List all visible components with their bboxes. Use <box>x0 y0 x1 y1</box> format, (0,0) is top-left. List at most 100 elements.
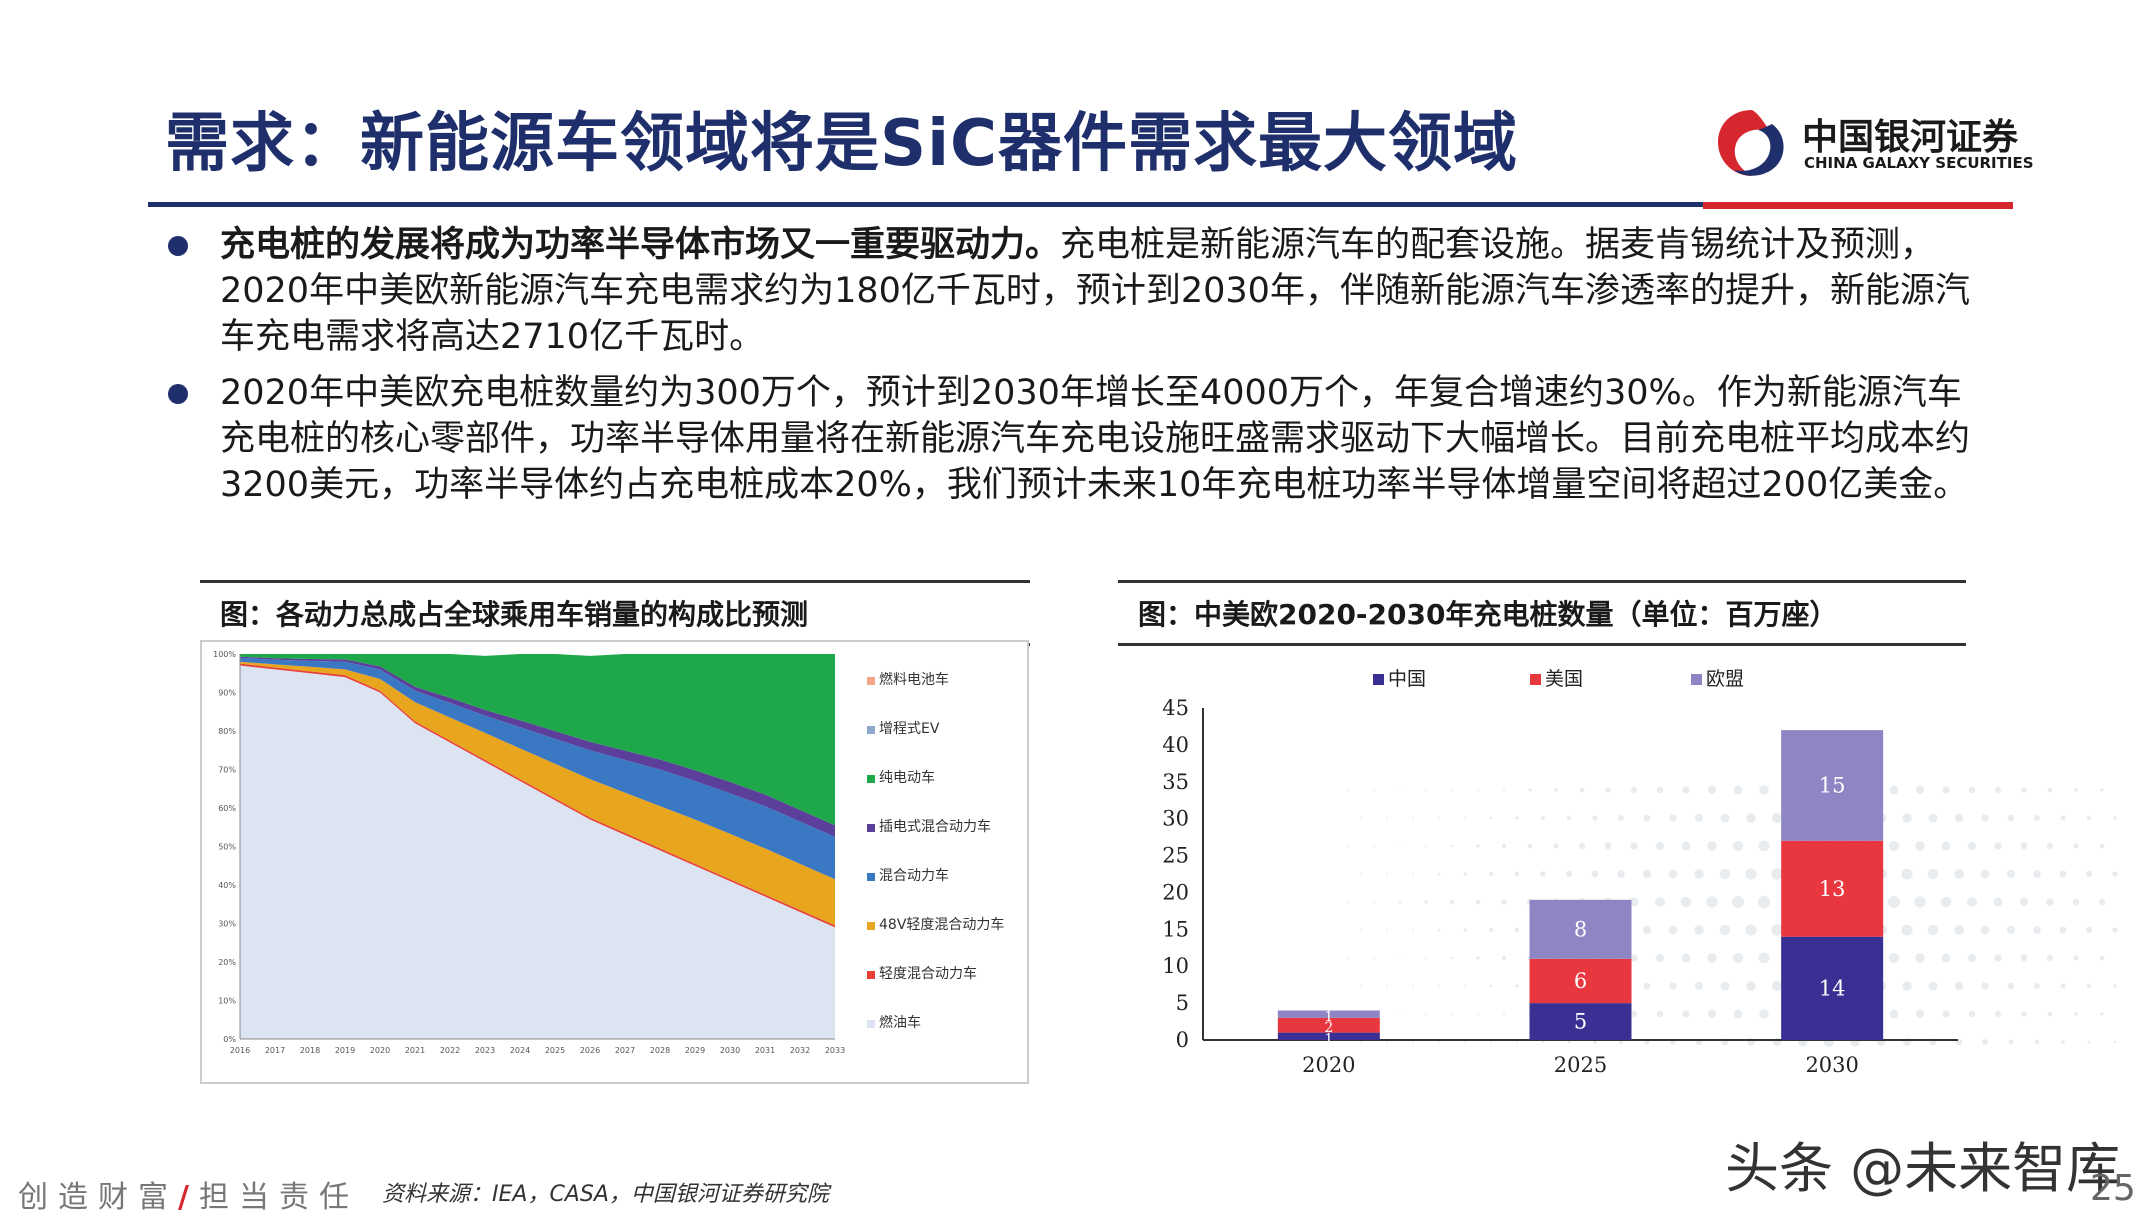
background-dot <box>1437 872 1441 876</box>
background-dot <box>1980 925 1990 935</box>
background-dot <box>2046 842 2054 850</box>
background-dot <box>2074 788 2078 792</box>
background-dot <box>1758 952 1770 964</box>
page-number: 25 <box>2090 1168 2136 1209</box>
background-dot <box>1901 924 1913 936</box>
bullet-text: 充电桩是新能源汽车的配套设施。据麦肯锡统计及预测，2020年中美欧新能源汽车充电… <box>220 225 1970 357</box>
y-tick-label: 60% <box>218 804 236 813</box>
legend-swatch <box>867 1020 875 1028</box>
legend-swatch <box>867 971 875 979</box>
background-dot <box>1706 896 1718 908</box>
logo-name-cn: 中国银河证券 <box>1802 117 2019 158</box>
background-dot <box>1438 985 1440 987</box>
area-series <box>240 654 835 826</box>
background-dot <box>1617 870 1625 878</box>
legend-label: 燃料电池车 <box>879 671 949 688</box>
background-dot <box>2086 983 2092 989</box>
bullet-list: 充电桩的发展将成为功率半导体市场又一重要驱动力。充电桩是新能源汽车的配套设施。据… <box>165 222 1995 518</box>
background-dot <box>2086 815 2092 821</box>
background-dot <box>1347 845 1349 847</box>
background-dot <box>1694 925 1704 935</box>
bullet-text: 2020年中美欧充电桩数量约为300万个，预计到2030年增长至4000万个，年… <box>220 373 1971 505</box>
bar-value-label: 8 <box>1574 917 1587 941</box>
background-dot <box>1373 845 1375 847</box>
background-dot <box>1732 840 1744 852</box>
x-tick-label: 2019 <box>335 1046 355 1055</box>
background-dot <box>1655 897 1665 907</box>
background-dot <box>2060 815 2066 821</box>
legend-label: 增程式EV <box>879 721 940 737</box>
background-dot <box>1591 870 1599 878</box>
background-dot <box>2112 871 2118 877</box>
background-dot <box>2113 816 2117 820</box>
background-dot <box>1941 953 1951 963</box>
background-dot <box>1605 787 1611 793</box>
background-dot <box>1347 957 1349 959</box>
background-dot <box>1682 1010 1690 1018</box>
background-dot <box>1720 813 1730 823</box>
y-tick-label: 40 <box>1162 733 1189 757</box>
background-dot <box>1746 813 1756 823</box>
background-dot <box>1643 814 1651 822</box>
background-dot <box>1541 1040 1545 1044</box>
y-tick-label: 10 <box>1162 954 1189 978</box>
background-dot <box>1360 985 1362 987</box>
background-dot <box>1631 1011 1637 1017</box>
background-dot <box>1656 786 1664 794</box>
background-dot <box>1425 789 1427 791</box>
background-dot <box>1916 786 1924 794</box>
background-dot <box>1681 953 1691 963</box>
legend-label: 燃油车 <box>879 1014 921 1031</box>
background-dot <box>1398 900 1402 904</box>
background-dot <box>1450 956 1454 960</box>
background-dot <box>1927 924 1939 936</box>
x-tick-label: 2020 <box>1302 1053 1355 1077</box>
left-chart-title: 图：各动力总成占全球乘用车销量的构成比预测 <box>200 580 1030 646</box>
background-dot <box>2098 898 2106 906</box>
background-dot <box>1412 873 1414 875</box>
y-tick-label: 15 <box>1162 917 1189 941</box>
galaxy-logo-icon <box>1718 110 1784 176</box>
background-dot <box>1386 929 1388 931</box>
background-dot <box>2019 897 2029 907</box>
background-dot <box>1566 815 1572 821</box>
background-dot <box>1412 929 1414 931</box>
background-dot <box>1733 1009 1743 1019</box>
background-dot <box>1915 953 1925 963</box>
background-dot <box>1488 871 1494 877</box>
background-dot <box>1604 842 1612 850</box>
background-dot <box>1475 899 1481 905</box>
background-dot <box>1516 1041 1518 1043</box>
background-dot <box>1399 845 1401 847</box>
background-dot <box>1707 953 1717 963</box>
legend-label: 欧盟 <box>1706 668 1744 690</box>
background-dot <box>2059 870 2067 878</box>
background-dot <box>1968 1010 1976 1018</box>
bar-value-label: 14 <box>1819 976 1846 1000</box>
legend-label: 插电式混合动力车 <box>879 818 991 835</box>
background-dot <box>1993 897 2003 907</box>
background-dot <box>1347 901 1349 903</box>
y-tick-label: 20 <box>1162 880 1189 904</box>
background-dot <box>1745 924 1757 936</box>
background-dot <box>1967 953 1977 963</box>
legend-label: 轻度混合动力车 <box>879 965 977 982</box>
background-dot <box>1449 899 1455 905</box>
bar-value-label: 6 <box>1574 969 1587 993</box>
background-dot <box>2060 983 2066 989</box>
x-tick-label: 2029 <box>685 1046 705 1055</box>
legend-swatch <box>1373 674 1384 685</box>
background-dot <box>2085 926 2093 934</box>
background-dot <box>1927 868 1939 880</box>
background-dot <box>1502 956 1506 960</box>
charging-pile-chart: 0 5 10 15 20 25 30 35 40 45 1 2 1 2020 5 6 8 2025 14 13 15 20… <box>1118 640 2118 1090</box>
bar-value-label: 1 <box>1324 1009 1333 1025</box>
background-dot <box>1490 1041 1492 1043</box>
background-dot <box>2020 842 2028 850</box>
background-dot <box>1889 785 1899 795</box>
background-dot <box>1476 844 1480 848</box>
bar-value-label: 2 <box>1324 1020 1333 1036</box>
background-dot <box>1708 1010 1716 1018</box>
background-dot <box>1540 871 1546 877</box>
area-series <box>240 665 835 1039</box>
